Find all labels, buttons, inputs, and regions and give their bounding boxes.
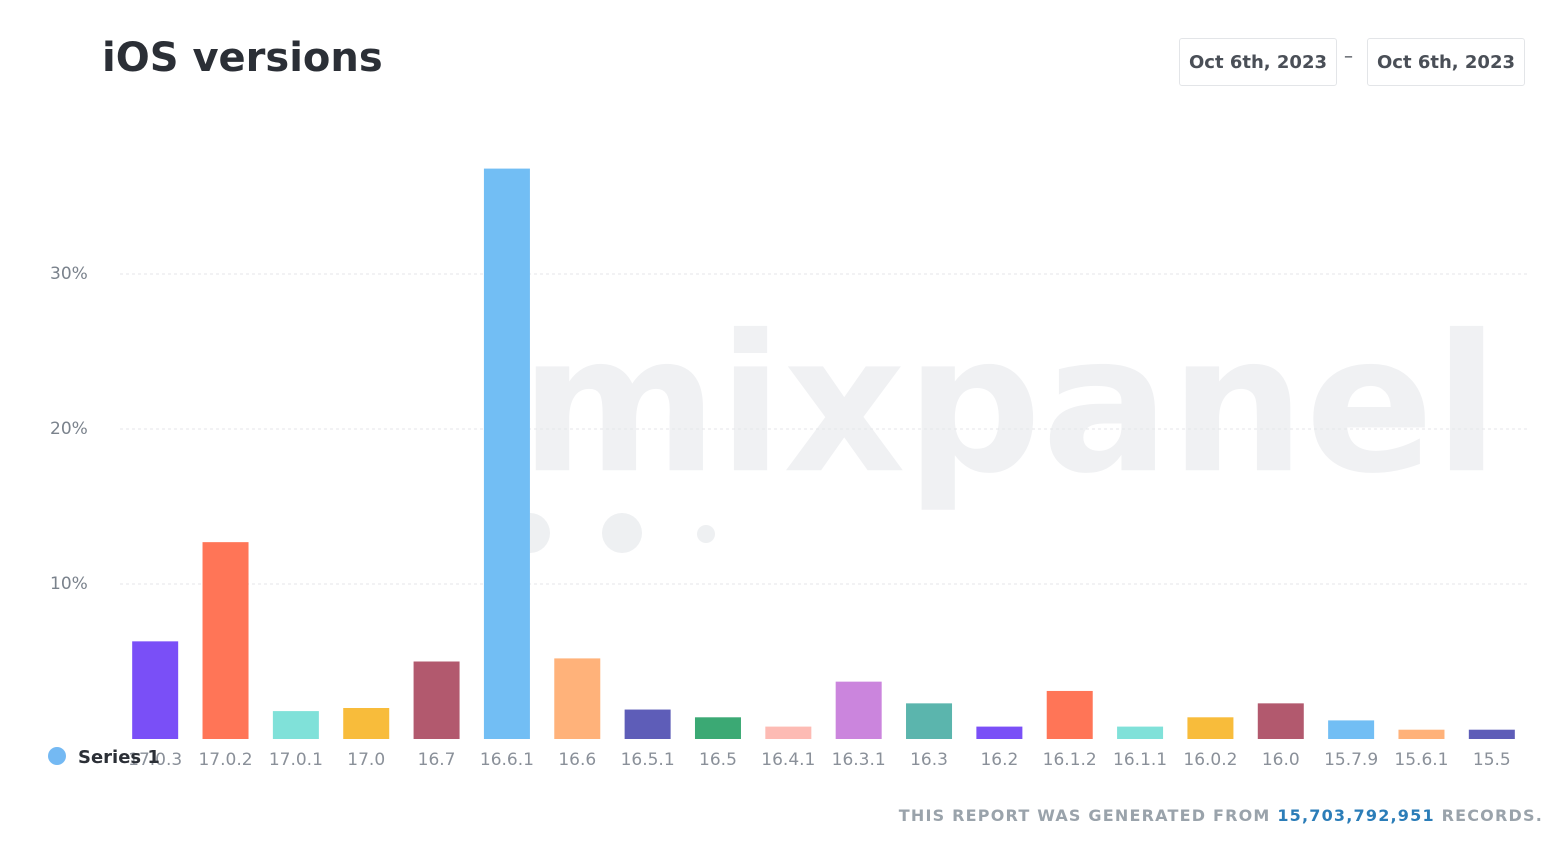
bar <box>1187 717 1234 739</box>
x-tick-label: 16.0.2 <box>1183 750 1237 770</box>
x-tick-label: 16.0 <box>1262 750 1300 770</box>
watermark-group: mixpanel <box>510 294 1499 553</box>
bar <box>483 168 530 740</box>
x-tick-label: 15.5 <box>1473 750 1511 770</box>
footer: THIS REPORT WAS GENERATED FROM 15,703,79… <box>899 806 1543 825</box>
x-tick-label: 17.0 <box>347 750 385 770</box>
bar <box>1328 720 1375 739</box>
x-tick-label: 16.6.1 <box>480 750 534 770</box>
x-tick-label: 16.5 <box>699 750 737 770</box>
bar <box>272 711 319 739</box>
date-start[interactable]: Oct 6th, 2023 <box>1179 38 1337 86</box>
x-tick-label: 16.1.1 <box>1113 750 1167 770</box>
x-tick-label: 16.5.1 <box>621 750 675 770</box>
x-tick-label: 16.7 <box>418 750 456 770</box>
legend-marker <box>48 747 66 765</box>
footer-suffix: RECORDS. <box>1441 806 1543 825</box>
bar <box>1117 726 1164 739</box>
x-tick-label: 16.2 <box>980 750 1018 770</box>
bar <box>906 703 953 739</box>
bar <box>554 658 601 739</box>
bar <box>624 709 671 739</box>
y-tick-label: 10% <box>50 574 88 594</box>
date-end[interactable]: Oct 6th, 2023 <box>1367 38 1525 86</box>
bar <box>1046 690 1093 739</box>
chart-title: iOS versions <box>102 35 383 81</box>
x-tick-label: 15.6.1 <box>1394 750 1448 770</box>
watermark-dot <box>602 513 642 553</box>
bar <box>202 542 249 739</box>
bar <box>132 641 179 739</box>
x-tick-label: 16.6 <box>558 750 596 770</box>
x-tick-label: 15.7.9 <box>1324 750 1378 770</box>
x-tick-label: 16.3 <box>910 750 948 770</box>
record-count: 15,703,792,951 <box>1277 806 1435 825</box>
x-tick-label: 16.1.2 <box>1043 750 1097 770</box>
bar <box>1398 729 1445 739</box>
bar <box>413 661 460 739</box>
watermark: mixpanel <box>520 294 1499 515</box>
footer-prefix: THIS REPORT WAS GENERATED FROM <box>898 806 1271 825</box>
bar <box>835 681 882 739</box>
bar <box>765 726 812 739</box>
bar <box>1468 729 1515 739</box>
date-separator: – <box>1344 46 1353 67</box>
legend-label[interactable]: Series 1 <box>78 747 160 768</box>
bar <box>343 708 390 739</box>
bar <box>1257 703 1304 739</box>
x-tick-label: 17.0.2 <box>198 750 252 770</box>
y-tick-label: 30% <box>50 264 88 284</box>
watermark-dot <box>697 525 715 543</box>
x-tick-label: 17.0.1 <box>269 750 323 770</box>
bar <box>976 726 1023 739</box>
x-tick-label: 16.3.1 <box>832 750 886 770</box>
y-tick-label: 20% <box>50 419 88 439</box>
x-tick-label: 17.0.3 <box>128 750 182 770</box>
x-tick-label: 16.4.1 <box>761 750 815 770</box>
bar <box>694 717 741 739</box>
